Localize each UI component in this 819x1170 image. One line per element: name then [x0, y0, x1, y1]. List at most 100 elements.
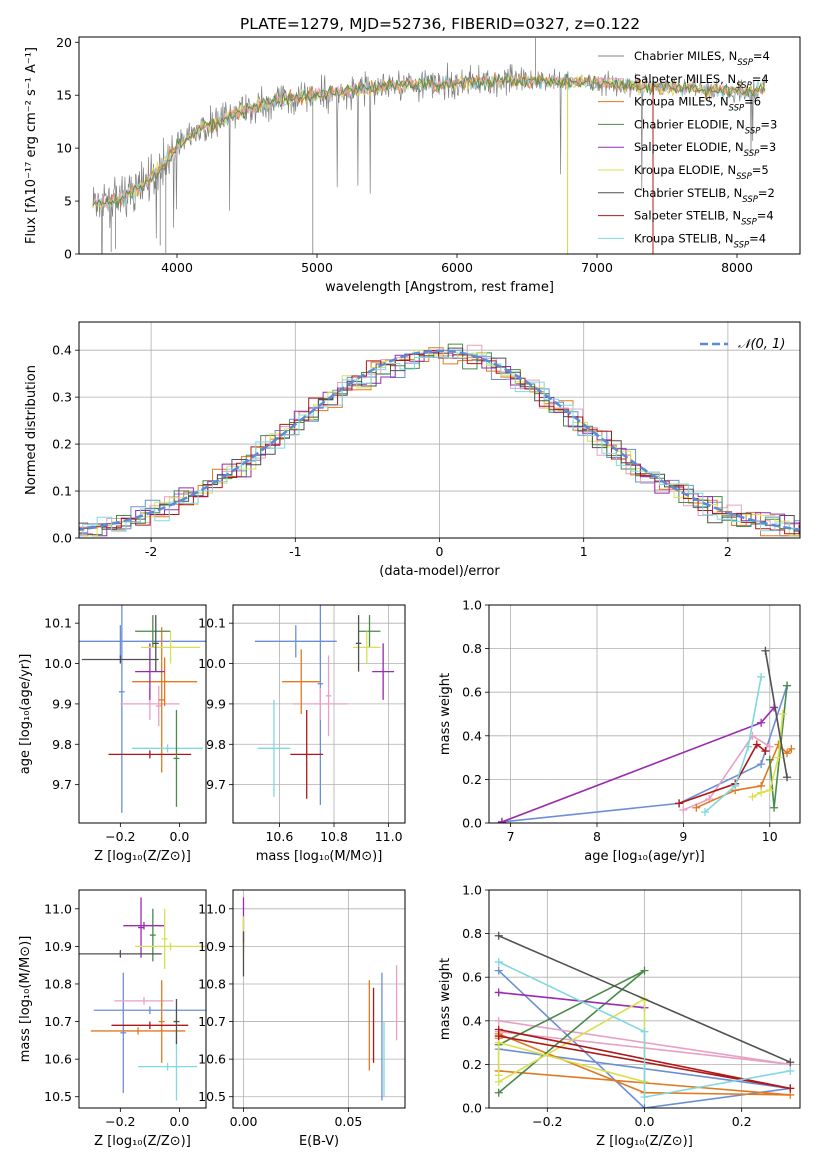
weight-marker — [675, 799, 684, 808]
legend-label: Salpeter MILES, NSSP=4 — [634, 72, 769, 91]
plot-area — [497, 646, 796, 823]
weight-line-salpeter_stelib — [678, 743, 766, 805]
x-tick-label: 10 — [762, 829, 778, 844]
y-axis-label: mass [log₁₀(M/M⊙)] — [18, 936, 33, 1063]
y-tick-label: 11.0 — [44, 901, 72, 916]
y-tick-label: 0.4 — [462, 728, 482, 743]
legend-label: Salpeter STELIB, NSSP=4 — [634, 209, 774, 228]
normal-curve — [79, 349, 800, 532]
weight-marker — [494, 931, 503, 940]
weight-marker — [497, 817, 506, 823]
x-tick-label: −0.2 — [532, 1114, 562, 1129]
weight-marker — [770, 803, 779, 812]
legend-label: Kroupa ELODIE, NSSP=5 — [634, 163, 769, 182]
y-tick-label: 0.4 — [462, 1013, 482, 1028]
plot-area — [494, 931, 795, 1108]
x-axis-label: Z [log₁₀(Z/Z⊙)] — [94, 1134, 191, 1149]
y-tick-label: 0.4 — [52, 343, 72, 358]
weight-marker — [494, 1071, 503, 1080]
x-axis-label: mass [log₁₀(M/M⊙)] — [256, 849, 383, 864]
plot-area — [92, 38, 766, 254]
legend-label: Salpeter ELODIE, NSSP=3 — [634, 140, 776, 159]
weight-line-kroupa_stelib — [498, 961, 791, 1099]
weight-marker — [757, 788, 766, 797]
y-tick-label: 9.7 — [52, 777, 72, 792]
spectrum-legend: Chabrier MILES, NSSP=4 Salpeter MILES, NS… — [598, 49, 777, 250]
x-axis-label: Z [log₁₀(Z/Z⊙)] — [596, 1134, 693, 1149]
axes-frame — [488, 604, 801, 824]
y-axis-label: mass weight — [438, 958, 453, 1040]
axes-frame — [78, 36, 801, 255]
weight-marker — [765, 755, 774, 764]
plot-area — [79, 343, 800, 537]
spectrum-panel: 4000 5000 6000 7000 8000 0 5 10 15 20 wavelength [… — [24, 35, 801, 295]
y-tick-label: 0.8 — [462, 926, 482, 941]
x-tick-label: 7 — [507, 829, 515, 844]
weight-line-kroupa_stelib — [704, 676, 762, 813]
weight-marker — [757, 760, 766, 769]
y-tick-label: 0.2 — [52, 437, 72, 452]
y-tick-label: 0 — [64, 247, 72, 262]
weight-vs-age-panel: 7 8 9 10 0.0 0.2 0.4 0.6 0.8 1.0 age [log₁₀(age/yr… — [438, 598, 801, 864]
axes-frame — [78, 889, 207, 1109]
x-tick-label: 0.00 — [230, 1114, 258, 1129]
histogram-panel: -2 -1 0 1 2 0.0 0.1 0.2 0.3 0.4 (data-model)/error… — [24, 321, 801, 579]
y-tick-label: 9.9 — [52, 696, 72, 711]
y-tick-label: 10.7 — [198, 1014, 226, 1029]
y-tick-label: 10.7 — [44, 1014, 72, 1029]
weight-marker — [679, 805, 688, 814]
y-tick-label: 0.6 — [462, 685, 482, 700]
y-tick-label: 0.0 — [52, 531, 72, 546]
grid-lines — [489, 604, 800, 824]
weight-marker — [786, 1058, 795, 1067]
weight-marker — [757, 672, 766, 681]
x-tick-label: 10.8 — [320, 829, 348, 844]
weight-line-chabrier_miles — [501, 685, 788, 823]
y-tick-label: 0.0 — [462, 816, 482, 831]
weight-marker — [757, 718, 766, 727]
y-tick-label: 10.0 — [44, 656, 72, 671]
x-tick-label: 4000 — [161, 260, 193, 275]
y-tick-label: 10.8 — [44, 976, 72, 991]
y-tick-label: 10.8 — [198, 976, 226, 991]
x-tick-label: 6000 — [441, 260, 473, 275]
y-tick-label: 10.5 — [44, 1089, 72, 1104]
weight-marker — [765, 742, 774, 751]
histogram-kroupa_stelib — [79, 353, 800, 537]
x-tick-label: 0 — [436, 544, 444, 559]
legend-label: Kroupa MILES, NSSP=6 — [634, 95, 761, 114]
weight-marker — [744, 742, 753, 751]
weight-marker — [765, 786, 774, 795]
mass-vs-EBV-panel: 0.00 0.05 10.5 10.6 10.7 10.8 10.9 11.0 E(B-V) — [198, 889, 406, 1149]
weight-marker — [783, 681, 792, 690]
y-tick-label: 1.0 — [462, 598, 482, 613]
y-tick-label: 15 — [56, 88, 72, 103]
legend-label: Chabrier STELIB, NSSP=2 — [634, 186, 775, 205]
x-tick-label: 10.6 — [265, 829, 293, 844]
x-axis-label: (data-model)/error — [379, 564, 500, 579]
y-tick-label: 0.2 — [462, 1057, 482, 1072]
weight-marker — [494, 966, 503, 975]
x-tick-label: 8 — [593, 829, 601, 844]
x-tick-label: 9 — [679, 829, 687, 844]
weight-marker — [761, 646, 770, 655]
model-spectrum-chabrier_elodie — [92, 73, 766, 209]
plot-area — [242, 897, 398, 1101]
x-tick-label: −0.2 — [105, 1114, 135, 1129]
y-tick-label: 0.1 — [52, 484, 72, 499]
normal-legend-label: 𝒩(0, 1) — [738, 337, 785, 352]
legend-label: Kroupa STELIB, NSSP=4 — [634, 231, 766, 250]
weight-marker — [783, 773, 792, 782]
weight-marker — [692, 803, 701, 812]
x-tick-label: 11.0 — [375, 829, 403, 844]
weight-marker — [640, 1104, 649, 1108]
weight-line-chabrier_stelib — [498, 935, 791, 1063]
weight-marker — [494, 957, 503, 966]
x-tick-label: 8000 — [721, 260, 753, 275]
weight-marker — [640, 966, 649, 975]
x-tick-label: -1 — [289, 544, 301, 559]
y-tick-label: 9.7 — [206, 777, 226, 792]
x-axis-label: Z [log₁₀(Z/Z⊙)] — [94, 849, 191, 864]
age-vs-mass-panel: 10.6 10.8 11.0 9.7 9.8 9.9 10.0 10.1 mass [log₁₀… — [198, 604, 406, 864]
